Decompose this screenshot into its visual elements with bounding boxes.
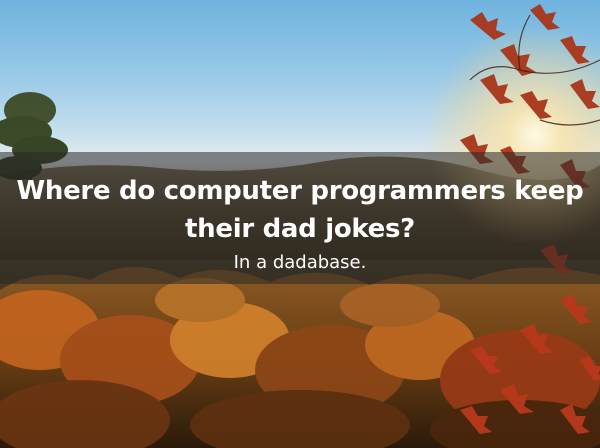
joke-question: Where do computer programmers keep their… xyxy=(16,176,584,244)
joke-answer: In a dadabase. xyxy=(233,252,367,273)
caption-overlay xyxy=(0,152,600,284)
